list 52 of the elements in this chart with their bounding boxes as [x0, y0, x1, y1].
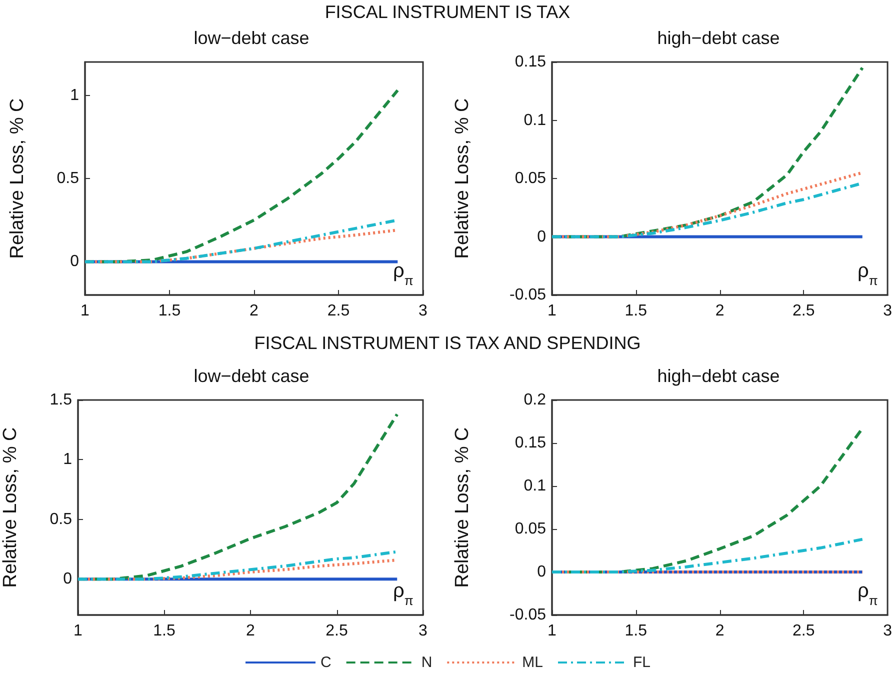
y-tick-label: -0.05 — [510, 286, 546, 304]
y-axis-title: Relative Loss, % C — [452, 427, 473, 588]
x-tick-label: 2.5 — [792, 302, 815, 320]
legend-label: N — [421, 654, 432, 671]
x-tick-label: 2 — [715, 302, 724, 320]
chart-title: low−debt case — [194, 28, 310, 48]
y-tick-label: 0.05 — [514, 520, 546, 538]
x-tick-label: 2.5 — [326, 622, 348, 640]
x-tick-label: 1.5 — [158, 302, 181, 320]
text: FISCAL INSTRUMENT IS TAX — [324, 2, 572, 23]
x-tick-label: 2 — [246, 622, 256, 640]
y-axis-title: Relative Loss, % C — [7, 98, 28, 259]
y-axis-title: Relative Loss, % C — [452, 98, 473, 259]
chart-title: high−debt case — [657, 366, 780, 386]
x-tick-label: 1.5 — [624, 302, 648, 320]
legend-label: ML — [522, 654, 544, 671]
x-tick-label: 2.5 — [792, 622, 815, 640]
x-tick-label: 3 — [883, 302, 892, 320]
y-tick-label: 1.5 — [50, 392, 72, 408]
y-tick-label: 0 — [537, 228, 546, 246]
text: FISCAL INSTRUMENT IS TAX AND SPENDING — [253, 333, 642, 354]
legend-label: C — [320, 654, 332, 671]
y-tick-label: 0.15 — [514, 54, 546, 70]
x-tick-label: 1 — [80, 302, 90, 320]
y-tick-label: 0.1 — [524, 112, 546, 129]
y-tick-label: 0.1 — [524, 478, 546, 494]
y-tick-label: 0 — [63, 570, 72, 588]
y-tick-label: 0 — [537, 564, 546, 580]
y-axis-title: Relative Loss, % C — [0, 427, 21, 588]
x-tick-label: 1.5 — [624, 622, 648, 640]
y-tick-label: 1 — [63, 451, 72, 468]
y-tick-label: 0.2 — [524, 392, 546, 408]
y-tick-label: 0 — [70, 253, 80, 270]
x-tick-label: 1.5 — [153, 622, 176, 640]
x-tick-label: 1 — [548, 622, 557, 640]
legend-label: FL — [633, 654, 651, 671]
line-series — [550, 538, 864, 574]
y-tick-label: -0.05 — [510, 606, 546, 624]
chart-title: low−debt case — [194, 366, 310, 386]
x-tick-label: 2 — [715, 622, 724, 640]
y-tick-label: 0.15 — [514, 434, 546, 452]
y-tick-label: 0.5 — [56, 170, 80, 187]
x-tick-label: 2 — [250, 302, 259, 320]
x-tick-label: 3 — [883, 622, 892, 640]
x-tick-label: 3 — [418, 622, 428, 640]
y-tick-label: 0.05 — [514, 170, 546, 187]
x-tick-label: 2.5 — [327, 302, 350, 320]
y-tick-label: 1 — [70, 86, 80, 104]
x-tick-label: 1 — [548, 302, 557, 320]
chart-title: high−debt case — [657, 28, 780, 48]
y-tick-label: 0.5 — [50, 510, 72, 528]
x-tick-label: 3 — [418, 302, 428, 320]
